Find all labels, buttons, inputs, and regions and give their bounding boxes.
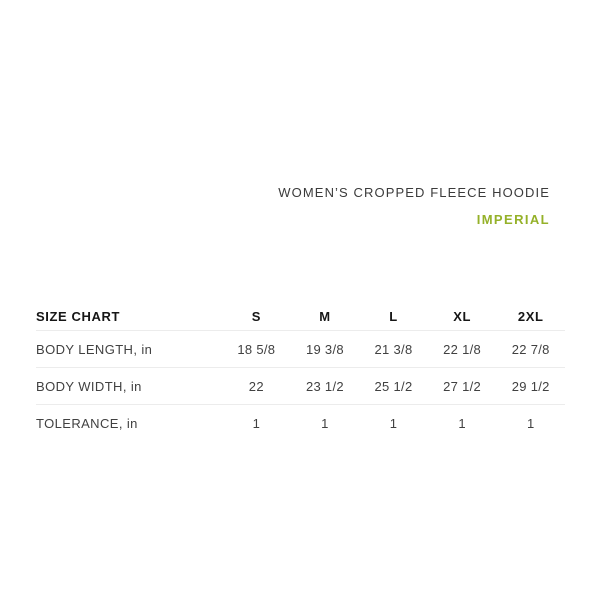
column-header-2xl: 2XL [517,308,544,324]
row-label: TOLERANCE, in [36,416,138,431]
cell-value: 19 3/8 [305,341,344,357]
table-row-body-length: BODY LENGTH, in 18 5/8 19 3/8 21 3/8 22 … [36,331,565,368]
cell-value: 21 3/8 [374,341,413,357]
cell-value: 1 [389,416,398,431]
cell-value: 23 1/2 [305,378,344,394]
imperial-unit-toggle[interactable]: IMPERIAL [476,212,550,227]
column-header-s: S [251,308,261,324]
cell-value: 22 [248,378,264,394]
size-chart-title: SIZE CHART [36,308,120,324]
cell-value: 1 [321,416,329,431]
cell-value: 27 1/2 [443,378,482,394]
cell-value: 1 [458,416,466,431]
cell-value: 25 1/2 [374,378,413,394]
row-label: BODY LENGTH, in [36,341,153,357]
size-chart-table: SIZE CHART S M L XL 2XL BODY LENGTH, in … [36,302,565,442]
cell-value: 29 1/2 [511,378,550,394]
row-label: BODY WIDTH, in [36,378,142,394]
size-chart-header-row: SIZE CHART S M L XL 2XL [36,302,565,331]
cell-value: 18 5/8 [237,341,276,357]
cell-value: 1 [526,416,535,431]
cell-value: 22 7/8 [511,341,550,357]
cell-value: 22 1/8 [443,341,482,357]
cell-value: 1 [252,416,261,431]
column-header-l: L [389,308,398,324]
product-title: WOMEN’S CROPPED FLEECE HOODIE [278,185,550,200]
table-row-body-width: BODY WIDTH, in 22 23 1/2 25 1/2 27 1/2 2… [36,368,565,405]
table-row-tolerance: TOLERANCE, in 1 1 1 1 1 [36,405,565,442]
product-header: WOMEN’S CROPPED FLEECE HOODIE IMPERIAL [278,186,550,229]
column-header-m: M [319,308,331,324]
column-header-xl: XL [453,308,472,324]
